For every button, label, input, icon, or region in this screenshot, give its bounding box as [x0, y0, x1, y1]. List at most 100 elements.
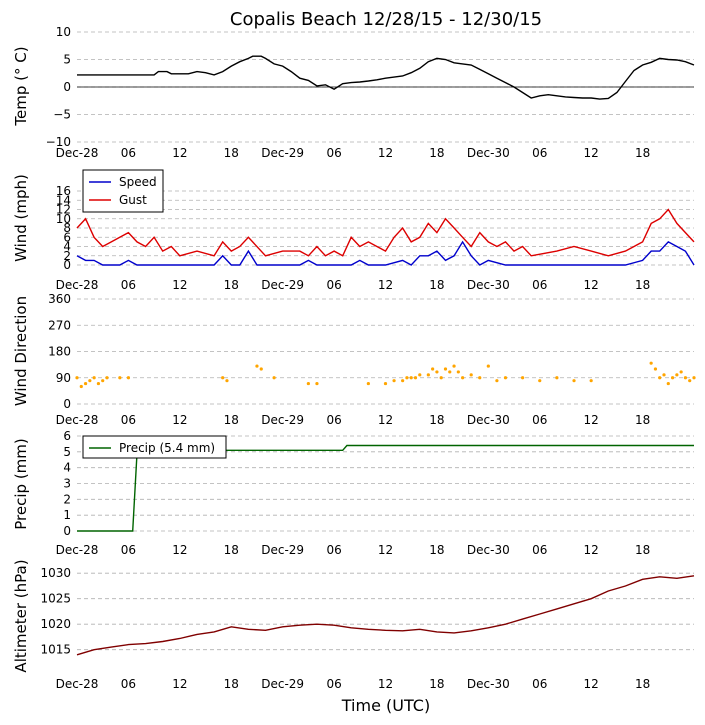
data-point	[439, 376, 443, 380]
x-tick-label: 18	[224, 677, 239, 691]
x-tick-label: 18	[635, 543, 650, 557]
x-tick-label: 18	[224, 146, 239, 160]
data-point	[688, 379, 692, 383]
data-point	[405, 376, 409, 380]
data-point	[692, 376, 696, 380]
data-point	[675, 373, 679, 377]
data-point	[259, 367, 263, 371]
x-tick-label: 12	[584, 146, 599, 160]
x-tick-label: 06	[326, 543, 341, 557]
legend-entry: Gust	[119, 193, 147, 207]
x-tick-label: 12	[584, 278, 599, 292]
y-axis-label: Wind (mph)	[12, 174, 30, 262]
data-point	[221, 376, 225, 380]
x-tick-label: 18	[429, 278, 444, 292]
x-tick-label: 18	[224, 413, 239, 427]
data-point	[383, 381, 388, 386]
x-tick-label: 06	[532, 677, 547, 691]
x-tick-label: 12	[378, 146, 393, 160]
x-tick-label: Dec-28	[56, 146, 99, 160]
x-tick-label: 06	[121, 146, 136, 160]
x-tick-label: Dec-30	[467, 146, 510, 160]
x-tick-label: Dec-29	[261, 278, 304, 292]
data-point	[495, 379, 499, 383]
x-tick-label: Dec-28	[56, 543, 99, 557]
y-tick-label: 0	[63, 80, 71, 94]
x-tick-label: 12	[172, 543, 187, 557]
y-tick-label: 2	[63, 249, 71, 263]
legend-entry: Speed	[119, 175, 157, 189]
data-point	[666, 381, 670, 386]
data-point	[653, 367, 658, 371]
y-tick-label: 8	[63, 221, 71, 235]
y-tick-label: 1030	[40, 566, 71, 580]
x-tick-label: 12	[378, 677, 393, 691]
y-tick-label: 180	[48, 345, 71, 359]
data-point	[469, 373, 473, 377]
data-point	[75, 376, 79, 380]
x-tick-label: 18	[635, 146, 650, 160]
x-tick-label: 12	[378, 413, 393, 427]
data-point	[649, 361, 653, 365]
data-point	[126, 376, 131, 380]
data-point	[521, 376, 525, 380]
y-axis-label: Altimeter (hPa)	[12, 559, 30, 672]
y-axis-label: Temp (° C)	[12, 46, 30, 126]
x-tick-label: 12	[172, 677, 187, 691]
data-point	[92, 376, 96, 380]
legend-entry: Precip (5.4 mm)	[119, 441, 215, 455]
chart-title: Copalis Beach 12/28/15 - 12/30/15	[230, 9, 542, 30]
y-tick-label: 1025	[40, 592, 71, 606]
data-point	[392, 379, 396, 383]
panel-4: 1030 1025 1020 1015 Altimeter (hPa) Dec-28 06 1…	[12, 559, 695, 691]
data-point	[88, 379, 92, 383]
data-point	[272, 376, 276, 380]
series-line-0	[76, 240, 695, 266]
data-point	[431, 367, 435, 371]
data-point	[105, 376, 109, 380]
series-line-0	[76, 575, 695, 656]
x-tick-label: 12	[172, 146, 187, 160]
y-tick-label: 1020	[40, 617, 71, 631]
y-tick-label: 5	[63, 445, 71, 459]
y-tick-label: 270	[48, 318, 71, 332]
x-tick-label: Dec-28	[56, 677, 99, 691]
legend: Speed Gust	[82, 169, 164, 213]
x-tick-label: 06	[326, 413, 341, 427]
panel-2: 360 270 180 90 0 Wind Direction Dec-28 06 12 18 De…	[12, 292, 696, 427]
data-point	[306, 381, 310, 386]
y-axis-label: Precip (mm)	[12, 438, 30, 529]
panel-0: 10 5 0 −5 −10 Temp (° C) Dec-28 06 12 18 Dec-29 06 1…	[12, 25, 695, 160]
data-point	[101, 379, 105, 383]
legend: Precip (5.4 mm)	[82, 435, 227, 459]
x-tick-label: 12	[172, 413, 187, 427]
data-point	[683, 376, 688, 380]
x-tick-label: Dec-28	[56, 413, 99, 427]
data-point	[225, 379, 229, 383]
data-point	[555, 376, 559, 380]
x-tick-label: Dec-30	[467, 413, 510, 427]
data-point	[366, 381, 370, 386]
x-tick-label: 12	[378, 543, 393, 557]
data-point	[413, 376, 418, 380]
x-tick-label: 06	[121, 677, 136, 691]
x-tick-label: Dec-30	[467, 278, 510, 292]
x-tick-label: 06	[326, 677, 341, 691]
data-point	[589, 379, 593, 383]
data-point	[435, 370, 439, 374]
data-point	[452, 364, 456, 368]
x-tick-label: 18	[429, 543, 444, 557]
data-point	[255, 364, 259, 368]
x-tick-label: 06	[326, 146, 341, 160]
y-axis-label: Wind Direction	[12, 296, 30, 406]
y-tick-label: 0	[63, 524, 71, 538]
y-tick-label: 5	[63, 53, 71, 67]
y-tick-label: −10	[46, 135, 71, 149]
data-point	[448, 370, 452, 374]
y-tick-label: 90	[56, 371, 71, 385]
data-point	[418, 373, 422, 377]
x-tick-label: Dec-29	[261, 146, 304, 160]
x-tick-label: 06	[121, 278, 136, 292]
y-tick-label: 10	[56, 25, 71, 39]
y-tick-label: 360	[48, 292, 71, 306]
